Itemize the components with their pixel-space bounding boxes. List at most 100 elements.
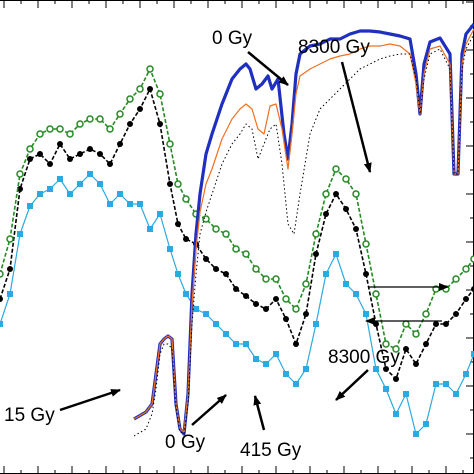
data-point — [0, 270, 4, 278]
data-point — [363, 271, 369, 277]
data-point — [146, 65, 154, 73]
data-point — [253, 356, 259, 362]
data-point — [212, 225, 220, 233]
data-point — [452, 275, 460, 283]
data-point — [147, 226, 153, 232]
data-point — [202, 215, 210, 223]
data-point — [470, 255, 474, 263]
data-point — [17, 186, 23, 192]
data-point — [353, 291, 359, 297]
data-point — [422, 310, 430, 318]
data-point — [393, 411, 399, 417]
data-point — [373, 366, 379, 372]
data-point — [167, 181, 173, 187]
data-point — [471, 351, 474, 357]
series-4 — [133, 28, 474, 433]
data-point — [283, 316, 289, 322]
annotation-arrow-15gy — [59, 388, 121, 412]
data-point — [273, 351, 279, 357]
data-point — [97, 181, 103, 187]
data-point — [136, 85, 144, 93]
data-point — [292, 305, 300, 313]
series-line-2 — [0, 68, 474, 350]
data-point — [157, 121, 163, 127]
data-point — [463, 296, 469, 302]
data-point — [0, 296, 3, 302]
data-point — [333, 191, 339, 197]
data-point — [167, 246, 173, 252]
annotation-arrow-0gy-top — [247, 51, 289, 86]
data-point — [86, 115, 94, 123]
data-point — [263, 361, 269, 367]
data-point — [66, 130, 74, 138]
data-point — [47, 186, 53, 192]
series-1 — [0, 86, 474, 382]
data-point — [433, 321, 439, 327]
data-point — [127, 201, 133, 207]
data-point — [263, 306, 269, 312]
data-point — [313, 251, 319, 257]
data-point — [323, 271, 329, 277]
data-point — [272, 275, 280, 283]
data-point — [243, 341, 249, 347]
data-point — [283, 371, 289, 377]
data-point — [107, 201, 113, 207]
data-point — [223, 271, 229, 277]
data-point — [413, 361, 419, 367]
data-point — [175, 221, 181, 227]
data-point — [147, 86, 153, 92]
data-point — [182, 195, 190, 203]
data-point — [26, 145, 34, 153]
data-point — [372, 290, 380, 298]
data-point — [353, 226, 359, 232]
data-point — [213, 266, 219, 272]
data-point — [342, 175, 350, 183]
data-point — [262, 275, 270, 283]
data-point — [116, 110, 124, 118]
data-point — [37, 191, 43, 197]
data-point — [453, 311, 459, 317]
data-point — [7, 291, 13, 297]
data-point — [46, 125, 54, 133]
data-point — [203, 311, 209, 317]
annotation-label-8300gy-bottom: 8300 Gy — [328, 347, 400, 368]
data-point — [343, 281, 349, 287]
data-point — [117, 191, 123, 197]
data-point — [37, 151, 43, 157]
data-point — [443, 321, 449, 327]
series-layer — [0, 23, 474, 437]
data-point — [117, 141, 123, 147]
data-point — [453, 391, 459, 397]
data-point — [76, 120, 84, 128]
data-point — [423, 421, 429, 427]
data-point — [273, 296, 279, 302]
data-point — [157, 211, 163, 217]
data-point — [57, 176, 63, 182]
data-point — [137, 201, 143, 207]
annotation-label-0gy-bottom: 0 Gy — [165, 432, 206, 453]
data-point — [402, 320, 410, 328]
data-point — [462, 265, 470, 273]
annotation-arrow-415gy — [253, 395, 266, 431]
data-point — [57, 141, 63, 147]
data-point — [77, 181, 83, 187]
data-point — [293, 381, 299, 387]
data-point — [323, 211, 329, 217]
data-point — [233, 286, 239, 292]
data-point — [0, 321, 3, 327]
series-line-4 — [133, 28, 474, 433]
data-point — [27, 156, 33, 162]
data-point — [17, 231, 23, 237]
data-point — [126, 95, 134, 103]
annotation-label-8300gy-top: 8300 Gy — [298, 37, 370, 58]
data-point — [352, 190, 360, 198]
data-point — [7, 266, 13, 272]
data-point — [433, 381, 439, 387]
data-point — [203, 256, 209, 262]
data-point — [403, 346, 409, 352]
series-line-0 — [0, 173, 474, 435]
data-point — [463, 371, 469, 377]
data-point — [106, 125, 114, 133]
data-point — [6, 235, 14, 243]
